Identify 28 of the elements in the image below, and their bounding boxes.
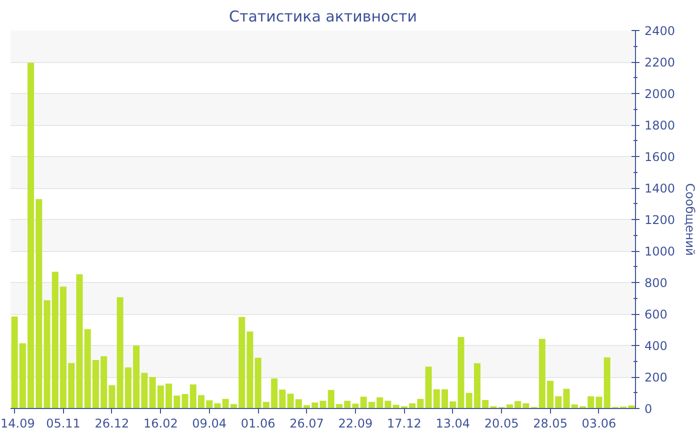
x-tick-label: 26.07	[290, 416, 324, 430]
chart-title: Статистика активности	[229, 8, 417, 26]
x-tick-label: 01.06	[240, 416, 276, 430]
y-tick-label: 1800	[644, 118, 676, 132]
y-tick-label: 1000	[644, 244, 676, 258]
y-tick-label: 2400	[644, 24, 676, 38]
y-tick-label: 400	[644, 339, 668, 353]
x-tick-label: 03.06	[582, 416, 616, 430]
y-tick-label: 200	[644, 370, 668, 384]
x-tick-label: 28.05	[533, 416, 568, 430]
y-tick-label: 0	[644, 402, 652, 416]
x-tick-label: 22.09	[338, 416, 373, 430]
x-tick-label: 05.11	[46, 416, 80, 430]
y-tick-label: 1200	[644, 213, 676, 227]
y-tick-label: 2200	[644, 56, 676, 70]
x-tick-label: 20.05	[484, 416, 519, 430]
x-tick-label: 16.02	[143, 416, 178, 430]
x-tick-label: 26.12	[94, 416, 130, 430]
y-tick-label: 1400	[644, 182, 676, 196]
x-tick-label: 14.09	[0, 416, 35, 430]
y-tick-label: 1600	[644, 150, 676, 164]
y-tick-label: 600	[644, 308, 668, 322]
x-tick-label: 13.04	[436, 416, 470, 430]
x-tick-label: 17.12	[386, 416, 422, 430]
x-tick-label: 09.04	[192, 416, 227, 430]
y-tick-label: 800	[644, 276, 668, 290]
y-axis-title: Сообщений	[683, 183, 698, 256]
y-tick-label: 2000	[644, 87, 676, 101]
